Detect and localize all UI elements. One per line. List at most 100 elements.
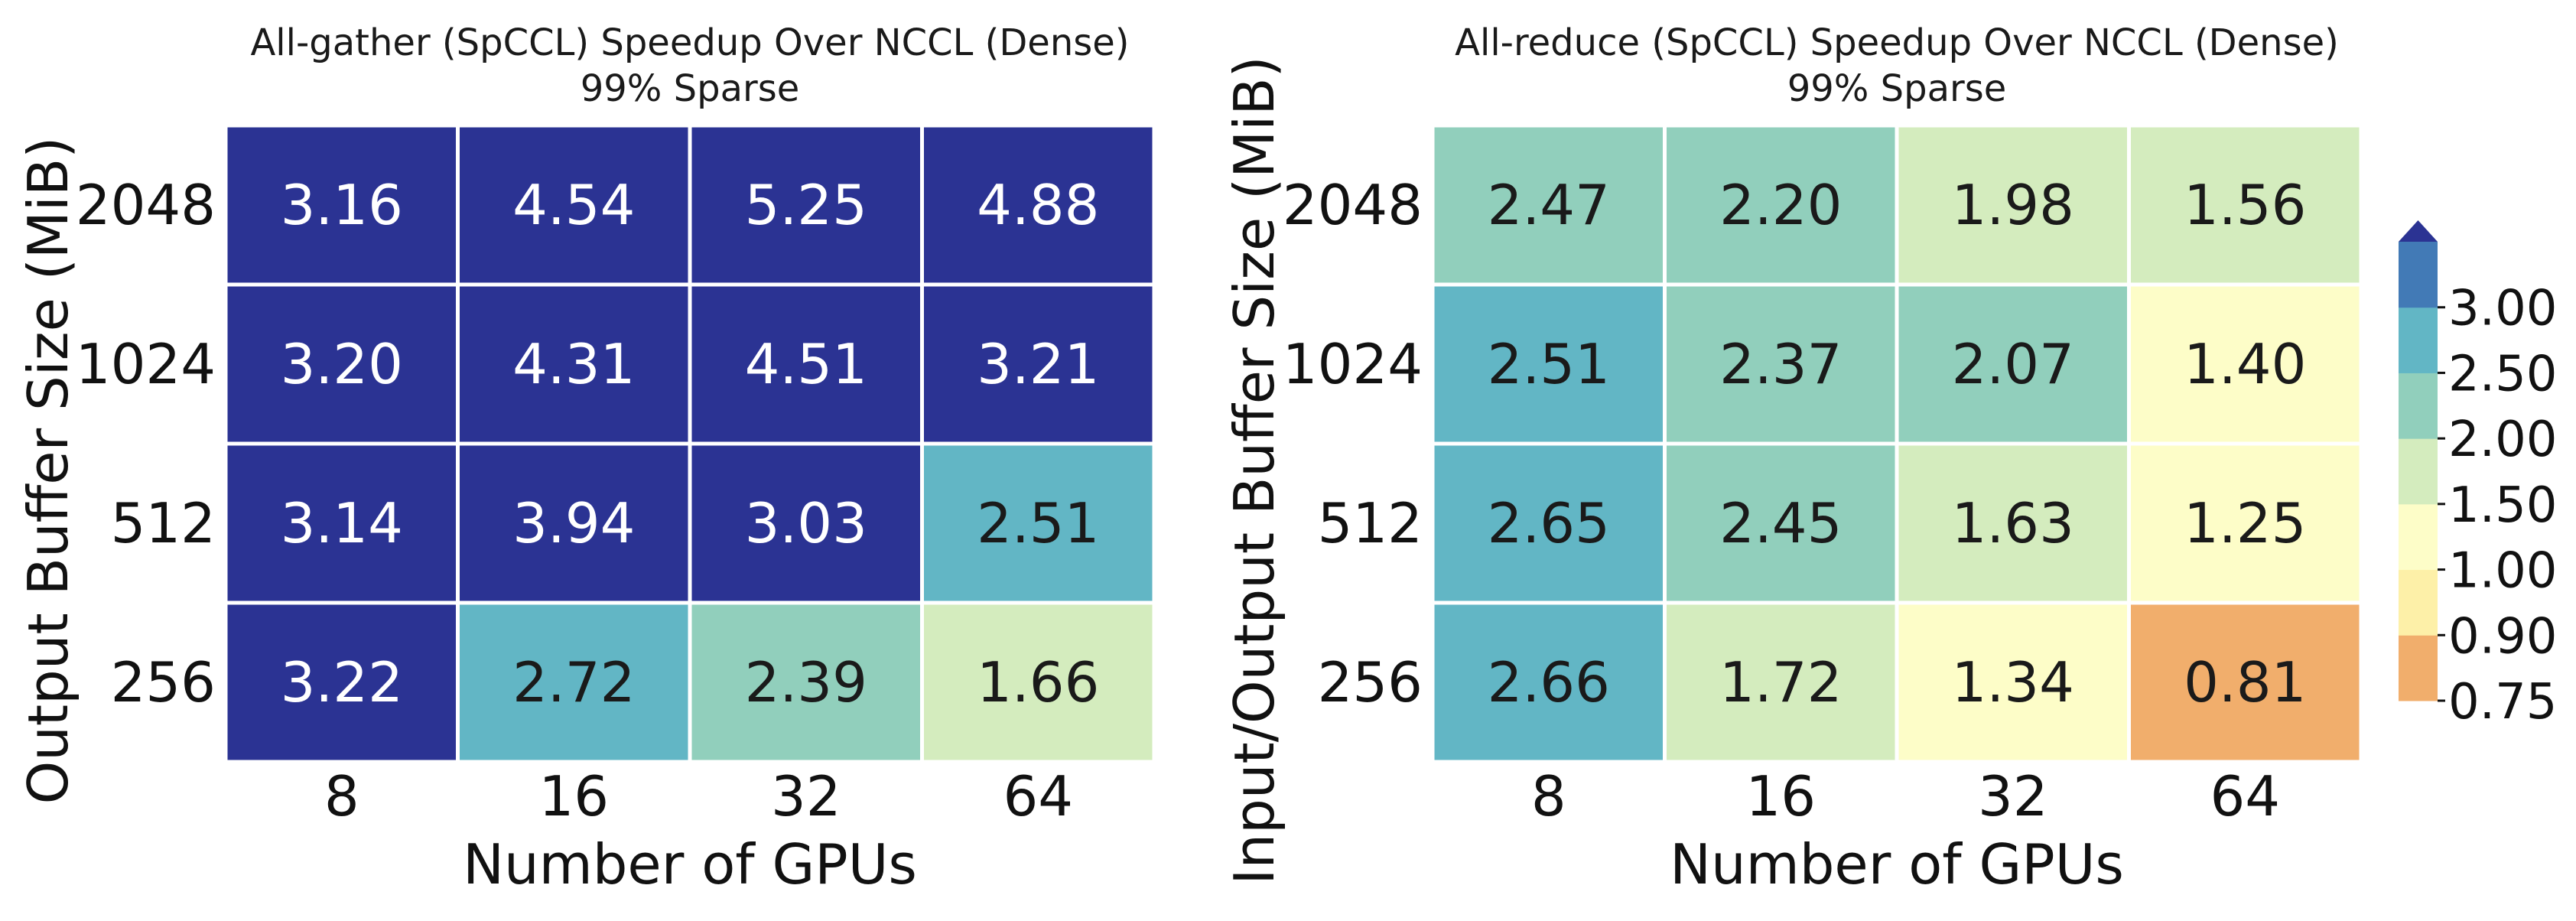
all-reduce-cells: 2.47 2.20 1.98 1.56 2.51 2.37 2.07 1.40 2.65 2.45… [1430,123,2363,764]
colorbar-segment [2399,307,2438,373]
colorbar-tick-label: 3.00 [2448,281,2558,337]
all-reduce-heatmap-panel: All-reduce (SpCCL) Speedup Over NCCL (De… [1222,21,2363,897]
all-reduce-cell [1895,123,2131,287]
colorbar-segment [2399,438,2438,505]
all-reduce-y-tick-label: 1024 [1283,332,1423,396]
all-reduce-cell-value: 0.81 [2184,650,2306,714]
colorbar-tick-label: 0.75 [2448,674,2558,731]
all-gather-y-axis-label: Output Buffer Size (MiB) [16,137,80,805]
colorbar-segment [2399,373,2438,439]
all-reduce-cell [1663,123,1899,287]
all-gather-y-tick-label: 2048 [76,173,216,237]
colorbar-extend-arrow [2399,220,2438,242]
all-gather-cell [920,123,1156,287]
all-gather-cell [456,600,692,764]
all-gather-cell-value: 2.51 [977,491,1099,555]
all-reduce-x-tick-label: 8 [1531,764,1566,828]
all-gather-cell [920,600,1156,764]
all-reduce-cell [1663,282,1899,446]
all-reduce-cell-value: 2.37 [1719,332,1842,396]
all-gather-cell [688,123,924,287]
all-reduce-cell [1895,600,2131,764]
all-gather-x-tick-label: 64 [1003,764,1073,828]
colorbar: 0.75 0.90 1.00 1.50 2.00 2.50 3.00 [2399,220,2558,731]
all-gather-x-tick-labels: 8 16 32 64 [324,764,1073,828]
all-gather-y-tick-label: 512 [111,491,216,555]
all-reduce-x-tick-label: 16 [1745,764,1816,828]
all-reduce-cell-value: 2.51 [1488,332,1610,396]
all-reduce-cell-value: 1.34 [1952,650,2074,714]
all-gather-cell-value: 4.54 [512,173,635,237]
all-reduce-cell [1895,282,2131,446]
all-reduce-cell [1430,282,1667,446]
all-reduce-cell-value: 2.65 [1488,491,1610,555]
colorbar-segment [2399,569,2438,636]
all-reduce-x-tick-label: 32 [1978,764,2048,828]
all-gather-cell-value: 3.20 [281,332,403,396]
all-gather-x-tick-label: 16 [538,764,609,828]
all-gather-x-tick-label: 32 [771,764,841,828]
all-reduce-y-tick-label: 256 [1318,650,1423,714]
all-reduce-title: All-reduce (SpCCL) Speedup Over NCCL (De… [1455,21,2339,64]
all-gather-cell [920,441,1156,605]
colorbar-tick-label: 1.00 [2448,543,2558,600]
all-gather-cell-value: 1.66 [977,650,1099,714]
all-reduce-cell [2127,600,2363,764]
all-reduce-subtitle: 99% Sparse [1787,67,2007,110]
all-gather-cell-value: 3.03 [745,491,867,555]
colorbar-segment [2399,503,2438,571]
all-gather-x-axis-label: Number of GPUs [463,832,917,897]
colorbar-tick-label: 2.50 [2448,346,2558,402]
all-reduce-y-tick-label: 512 [1318,491,1423,555]
all-gather-cell-value: 4.88 [977,173,1099,237]
all-reduce-y-tick-label: 2048 [1283,173,1423,237]
all-reduce-cell-value: 2.20 [1719,173,1842,237]
all-gather-title: All-gather (SpCCL) Speedup Over NCCL (De… [250,21,1129,64]
all-gather-cell-value: 3.21 [977,332,1099,396]
all-reduce-cell-value: 2.66 [1488,650,1610,714]
all-gather-cell-value: 2.39 [745,650,867,714]
all-gather-cell-value: 2.72 [512,650,635,714]
all-reduce-cell-value: 1.25 [2184,491,2306,555]
all-gather-cell [456,282,692,446]
all-gather-cell-value: 3.14 [281,491,403,555]
all-gather-cell [456,123,692,287]
colorbar-segment [2399,242,2438,308]
all-reduce-cell [1895,441,2131,605]
all-reduce-x-tick-labels: 8 16 32 64 [1531,764,2280,828]
all-gather-cell [456,441,692,605]
all-gather-subtitle: 99% Sparse [581,67,800,110]
all-reduce-cell-value: 1.63 [1952,491,2074,555]
all-gather-y-tick-label: 1024 [76,332,216,396]
all-reduce-x-axis-label: Number of GPUs [1670,832,2124,897]
colorbar-tick-label: 1.50 [2448,477,2558,534]
all-gather-heatmap-panel: All-gather (SpCCL) Speedup Over NCCL (De… [16,21,1156,897]
all-reduce-cell [2127,441,2363,605]
all-reduce-x-tick-label: 64 [2210,764,2280,828]
all-reduce-cell-value: 2.45 [1719,491,1842,555]
all-reduce-cell [1430,123,1667,287]
all-gather-cells: 3.16 4.54 5.25 4.88 3.20 4.31 4.51 3.21 3.14 3.94… [223,123,1156,764]
all-gather-cell-value: 4.51 [745,332,867,396]
all-reduce-y-tick-labels: 2048 1024 512 256 [1283,173,1423,714]
all-reduce-cell [2127,282,2363,446]
all-reduce-cell-value: 2.07 [1952,332,2074,396]
all-reduce-cell [2127,123,2363,287]
all-reduce-cell-value: 1.56 [2184,173,2306,237]
all-reduce-cell-value: 1.98 [1952,173,2074,237]
all-gather-y-tick-label: 256 [111,650,216,714]
all-reduce-cell-value: 1.72 [1719,650,1842,714]
all-gather-y-tick-labels: 2048 1024 512 256 [76,173,216,714]
all-reduce-cell-value: 1.40 [2184,332,2306,396]
all-gather-cell [223,600,460,764]
all-gather-cell-value: 4.31 [512,332,635,396]
all-gather-cell-value: 3.94 [512,491,635,555]
all-gather-cell-value: 3.22 [281,650,403,714]
all-gather-cell-value: 5.25 [745,173,867,237]
all-reduce-cell-value: 2.47 [1488,173,1610,237]
all-gather-cell [223,123,460,287]
all-gather-cell-value: 3.16 [281,173,403,237]
colorbar-tick-label: 2.00 [2448,412,2558,468]
all-reduce-y-axis-label: Input/Output Buffer Size (MiB) [1222,56,1286,884]
